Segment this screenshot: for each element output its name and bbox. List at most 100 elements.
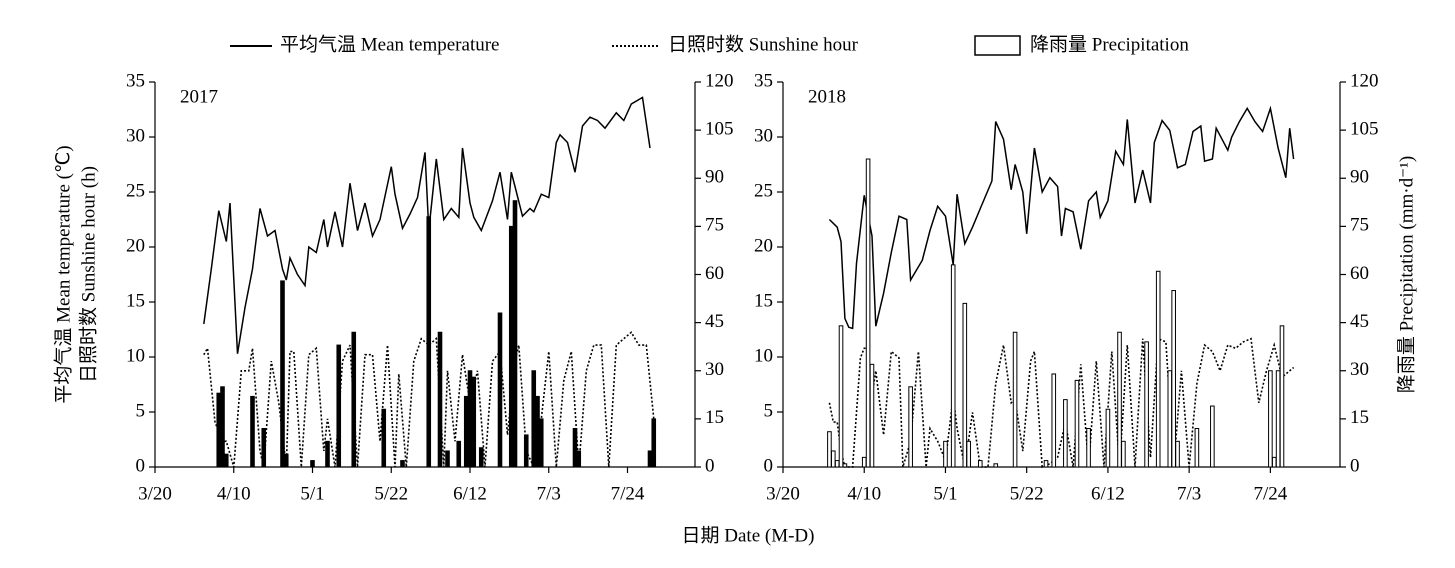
precipitation-bar bbox=[1268, 370, 1273, 468]
precipitation-bar bbox=[467, 370, 473, 468]
precipitation-bar bbox=[1063, 399, 1068, 468]
y2-tick-label: 45 bbox=[1350, 311, 1369, 332]
precipitation-bar bbox=[283, 453, 289, 468]
y-tick-label: 10 bbox=[126, 345, 145, 366]
precipitation-bar bbox=[827, 431, 832, 468]
precipitation-bar bbox=[437, 331, 443, 468]
precipitation-bar bbox=[838, 325, 844, 468]
y2-tick-label: 0 bbox=[1350, 455, 1360, 476]
precipitation-bar bbox=[535, 395, 540, 468]
x-tick-label: 5/22 bbox=[1010, 483, 1044, 504]
precipitation-bar bbox=[471, 376, 477, 468]
y2-tick-label: 0 bbox=[705, 455, 715, 476]
y2-tick-label: 90 bbox=[705, 167, 724, 188]
y-tick-label: 5 bbox=[764, 400, 774, 421]
precipitation-bar bbox=[336, 344, 342, 468]
y2-tick-label: 105 bbox=[1350, 118, 1379, 139]
precipitation-bar bbox=[1210, 405, 1215, 468]
precipitation-bar bbox=[538, 418, 544, 468]
y-tick-label: 30 bbox=[126, 125, 145, 146]
precipitation-bar bbox=[1271, 456, 1277, 468]
precipitation-bar bbox=[1117, 331, 1122, 468]
y2-tick-label: 15 bbox=[1350, 407, 1369, 428]
precipitation-bar bbox=[651, 418, 657, 468]
y-tick-label: 30 bbox=[754, 125, 773, 146]
y-tick-label: 25 bbox=[754, 180, 773, 201]
precipitation-bar bbox=[381, 408, 387, 468]
y2-tick-label: 120 bbox=[1350, 70, 1379, 91]
precipitation-bar bbox=[842, 463, 848, 468]
precipitation-bar bbox=[865, 158, 871, 468]
legend-label: 日照时数 Sunshine hour bbox=[668, 33, 859, 55]
y2-tick-label: 120 bbox=[705, 70, 734, 91]
precipitation-bar bbox=[216, 392, 222, 468]
precipitation-bar bbox=[966, 440, 971, 468]
y-tick-label: 35 bbox=[126, 70, 145, 91]
precipitation-bar bbox=[445, 450, 450, 468]
precipitation-bar bbox=[908, 386, 913, 468]
y2-tick-label: 105 bbox=[705, 118, 734, 139]
y2-tick-label: 45 bbox=[705, 311, 724, 332]
panel-label: 2018 bbox=[808, 86, 846, 107]
y2-tick-label: 30 bbox=[1350, 359, 1369, 380]
precipitation-bar bbox=[647, 450, 653, 468]
precipitation-bar bbox=[962, 302, 968, 468]
y-axis-label: 平均气温 Mean temperature (℃) bbox=[52, 145, 74, 403]
y2-tick-label: 90 bbox=[1350, 167, 1369, 188]
y2-tick-label: 75 bbox=[1350, 215, 1369, 236]
precipitation-bar bbox=[223, 453, 229, 468]
precipitation-bar bbox=[1275, 370, 1281, 468]
sunshine-line bbox=[203, 331, 655, 470]
y2-tick-label: 60 bbox=[1350, 263, 1369, 284]
x-tick-label: 7/24 bbox=[1253, 483, 1287, 504]
precipitation-bar bbox=[456, 440, 462, 468]
precipitation-bar bbox=[950, 264, 956, 468]
precipitation-bar bbox=[1121, 440, 1126, 468]
legend-label: 平均气温 Mean temperature bbox=[280, 33, 499, 55]
legend-swatch bbox=[974, 35, 1021, 56]
y-tick-label: 5 bbox=[136, 400, 146, 421]
precipitation-bar bbox=[830, 450, 836, 468]
x-tick-label: 5/1 bbox=[933, 483, 957, 504]
y-tick-label: 0 bbox=[764, 455, 774, 476]
precipitation-bar bbox=[1144, 341, 1149, 468]
x-tick-label: 3/20 bbox=[138, 483, 172, 504]
precipitation-bar bbox=[572, 428, 578, 468]
sunshine-line bbox=[828, 337, 1295, 469]
x-tick-label: 7/3 bbox=[1177, 483, 1201, 504]
precipitation-bar bbox=[1074, 379, 1080, 468]
temperature-line bbox=[828, 105, 1295, 330]
y-tick-label: 35 bbox=[754, 70, 773, 91]
y-tick-label: 20 bbox=[754, 235, 773, 256]
precipitation-bar bbox=[861, 456, 867, 468]
precipitation-bar bbox=[463, 395, 469, 468]
precipitation-bar bbox=[1086, 428, 1091, 468]
y-tick-label: 0 bbox=[136, 455, 146, 476]
y2-tick-label: 15 bbox=[705, 407, 724, 428]
y2-axis-label: 降雨量 Precipitation (mm·d⁻¹) bbox=[1395, 156, 1417, 393]
precipitation-bar bbox=[426, 216, 432, 468]
precipitation-bar bbox=[280, 280, 285, 468]
precipitation-bar bbox=[310, 460, 315, 468]
y-axis-label: 日照时数 Sunshine hour (h) bbox=[77, 166, 99, 383]
precipitation-bar bbox=[497, 312, 503, 468]
precipitation-bar bbox=[351, 331, 357, 468]
precipitation-bar bbox=[1155, 270, 1161, 468]
temperature-line bbox=[203, 96, 651, 354]
precipitation-bar bbox=[834, 460, 840, 468]
precipitation-bar bbox=[531, 370, 537, 468]
y2-tick-label: 60 bbox=[705, 263, 724, 284]
y-tick-label: 20 bbox=[126, 235, 145, 256]
precipitation-bar bbox=[576, 450, 582, 468]
x-tick-label: 7/24 bbox=[611, 483, 645, 504]
precipitation-bar bbox=[250, 395, 255, 468]
precipitation-bar bbox=[400, 460, 405, 468]
legend-label: 降雨量 Precipitation bbox=[1030, 33, 1189, 55]
x-tick-label: 4/10 bbox=[847, 483, 881, 504]
x-tick-label: 4/10 bbox=[217, 483, 251, 504]
x-tick-label: 5/1 bbox=[300, 483, 324, 504]
precipitation-bar bbox=[1167, 370, 1173, 468]
precipitation-bar bbox=[869, 363, 875, 468]
